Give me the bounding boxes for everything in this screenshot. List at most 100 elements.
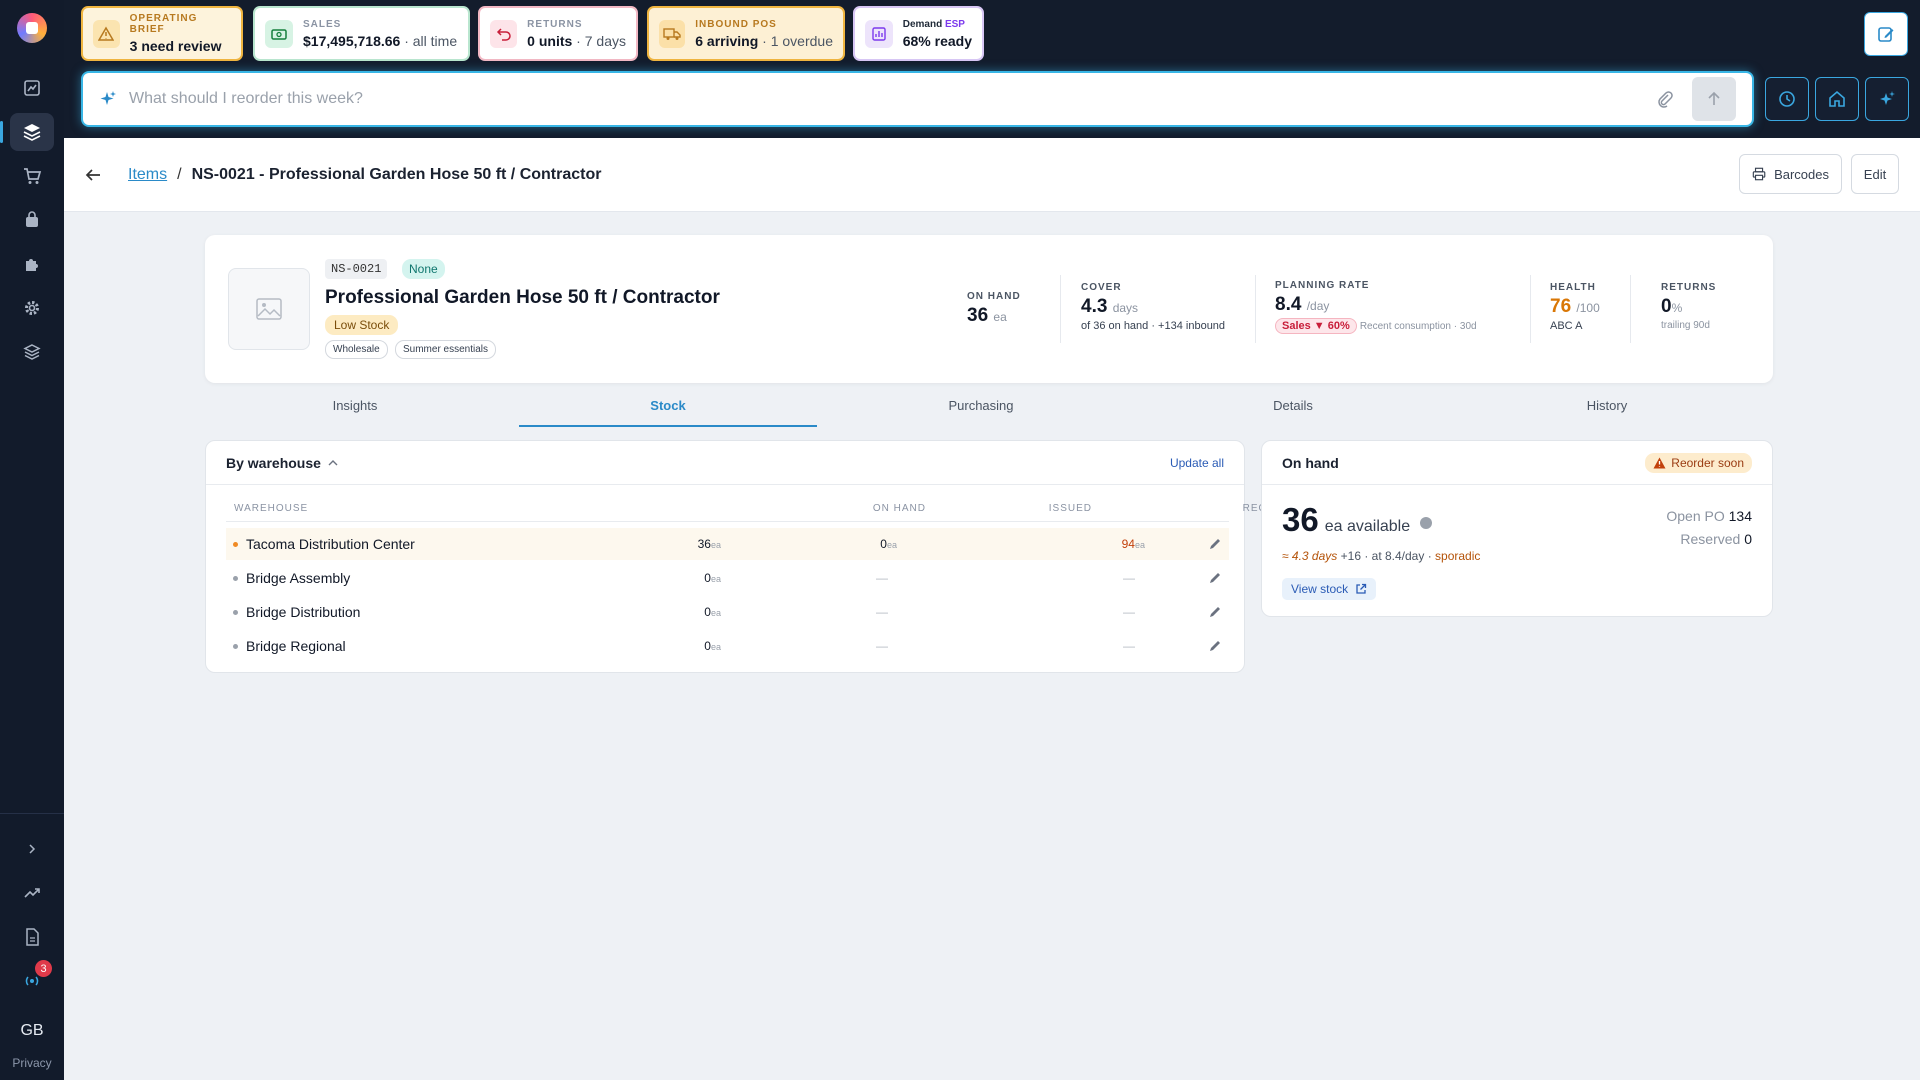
tag-chip[interactable]: Wholesale <box>325 340 388 359</box>
demand-card[interactable]: Demand ESP 68% ready <box>853 6 984 61</box>
user-avatar[interactable]: GB <box>20 1022 44 1039</box>
divider <box>1060 275 1061 343</box>
info-icon[interactable] <box>1420 517 1433 529</box>
operating-brief-card[interactable]: OPERATING BRIEF 3 need review <box>81 6 243 61</box>
sidebar-item-items[interactable] <box>0 113 54 151</box>
money-icon <box>265 19 293 48</box>
item-summary-card: NS-0021 None Professional Garden Hose 50… <box>205 235 1773 383</box>
view-stock-button[interactable]: View stock <box>1282 578 1377 600</box>
clock-icon <box>1779 91 1795 107</box>
divider <box>1255 275 1256 343</box>
pencil-icon[interactable] <box>1208 571 1222 585</box>
table-row[interactable]: Bridge Assembly 0ea — — <box>226 562 1229 594</box>
edit-label: Edit <box>1863 166 1887 182</box>
breadcrumb-items-link[interactable]: Items <box>128 165 168 183</box>
update-all-button[interactable]: Update all <box>1169 455 1224 470</box>
table-row[interactable]: Bridge Regional 0ea — — <box>226 630 1229 662</box>
item-image-placeholder[interactable] <box>228 268 310 350</box>
paperclip-icon[interactable] <box>1656 90 1674 108</box>
signal-icon <box>25 976 39 986</box>
available-quantity: 36 ea available <box>1282 501 1433 539</box>
bag-icon <box>26 211 38 227</box>
edit-icon <box>1878 27 1894 42</box>
ai-assistant-button[interactable] <box>1865 77 1909 121</box>
warning-icon <box>1653 457 1666 468</box>
on-hand-cell: 0ea <box>704 571 721 585</box>
issued-cell: — <box>876 605 888 619</box>
card-value: 68% ready <box>902 32 972 49</box>
chevron-up-icon[interactable] <box>327 457 339 469</box>
trend-icon <box>24 888 40 898</box>
sidebar-item-settings[interactable] <box>10 289 54 327</box>
returns-card[interactable]: RETURNS 0 units · 7 days <box>478 6 638 61</box>
pencil-icon[interactable] <box>1208 639 1222 653</box>
on-hand-panel: On hand Reorder soon 36 ea available Open… <box>1261 440 1773 617</box>
sidebar-item-notifications[interactable]: 3 <box>10 960 54 1000</box>
history-button[interactable] <box>1765 77 1809 121</box>
card-value: 0 units · 7 days <box>527 32 626 49</box>
sidebar-item-trends[interactable] <box>10 874 54 912</box>
privacy-link[interactable]: Privacy <box>12 1056 52 1070</box>
page-title: NS-0021 - Professional Garden Hose 50 ft… <box>191 165 602 183</box>
on-hand-cell: 0ea <box>704 605 721 619</box>
metric-on-hand: ON HAND 36 ea <box>967 291 1021 326</box>
column-header: ISSUED <box>1048 503 1092 514</box>
tab-stock[interactable]: Stock <box>519 385 817 427</box>
barcodes-label: Barcodes <box>1774 166 1829 182</box>
card-key: Demand ESP <box>902 18 965 30</box>
metric-returns: RETURNS 0% trailing 90d <box>1661 282 1717 331</box>
sidebar-item-documents[interactable] <box>10 918 54 956</box>
layers-icon <box>23 124 41 141</box>
sales-card[interactable]: SALES $17,495,718.66 · all time <box>253 6 470 61</box>
compose-button[interactable] <box>1864 12 1908 56</box>
metric-health: HEALTH 76 /100 ABC A <box>1550 282 1600 332</box>
home-icon <box>1829 90 1845 107</box>
expand-sidebar-button[interactable] <box>10 830 54 868</box>
sidebar-bottom: 3 GB Privacy <box>0 813 64 1080</box>
warning-icon <box>93 19 120 48</box>
pencil-icon[interactable] <box>1208 537 1222 551</box>
card-key: SALES <box>303 18 342 30</box>
sidebar-item-dashboard[interactable] <box>10 69 54 107</box>
tab-bar: Insights Stock Purchasing Details Histor… <box>205 385 1773 427</box>
home-button[interactable] <box>1815 77 1859 121</box>
ai-search-bar[interactable] <box>81 71 1754 127</box>
table-row[interactable]: Tacoma Distribution Center 36ea 0ea 94ea <box>226 528 1229 560</box>
arrow-up-icon <box>1708 91 1720 105</box>
image-icon <box>256 298 282 320</box>
back-arrow-icon[interactable] <box>84 166 102 184</box>
table-row[interactable]: Bridge Distribution 0ea — — <box>226 596 1229 628</box>
warehouse-panel: By warehouse Update all WAREHOUSE ON HAN… <box>205 440 1338 673</box>
warehouse-name: Bridge Distribution <box>246 604 361 620</box>
tab-history[interactable]: History <box>1586 397 1628 413</box>
warehouse-name: Bridge Assembly <box>246 570 351 586</box>
gear-icon <box>25 301 39 315</box>
tab-purchasing[interactable]: Purchasing <box>948 397 1014 413</box>
warehouse-panel-title[interactable]: By warehouse <box>226 454 321 471</box>
sidebar-item-orders[interactable] <box>10 157 54 195</box>
inbound-pos-card[interactable]: INBOUND POS 6 arriving · 1 overdue <box>647 6 845 61</box>
truck-icon <box>659 19 686 48</box>
tab-insights[interactable]: Insights <box>332 397 378 413</box>
tab-details[interactable]: Details <box>1273 397 1313 413</box>
sidebar-item-integrations[interactable] <box>10 245 54 283</box>
sidebar-item-inventory[interactable] <box>10 201 54 239</box>
chevron-right-icon <box>29 844 36 854</box>
sidebar-item-stack[interactable] <box>10 333 54 371</box>
sparkle-icon <box>1880 91 1895 105</box>
metric-cover: COVER 4.3 days of 36 on hand · +134 inbo… <box>1081 282 1226 332</box>
po-reserved-summary: Open PO 134 Reserved 0 <box>1666 508 1752 547</box>
app-logo[interactable] <box>17 13 47 43</box>
tag-chip[interactable]: Summer essentials <box>395 340 497 359</box>
sku-badge: NS-0021 <box>325 259 388 279</box>
pencil-icon[interactable] <box>1208 605 1222 619</box>
card-key: RETURNS <box>527 18 583 30</box>
class-badge: None <box>402 259 445 279</box>
sidebar: 3 GB Privacy <box>0 0 64 1080</box>
ai-search-input[interactable] <box>129 90 1656 108</box>
edit-button[interactable]: Edit <box>1851 154 1899 194</box>
send-button[interactable] <box>1692 77 1736 121</box>
card-key: OPERATING BRIEF <box>129 13 198 35</box>
on-hand-panel-title: On hand <box>1282 454 1339 471</box>
barcodes-button[interactable]: Barcodes <box>1739 154 1842 194</box>
